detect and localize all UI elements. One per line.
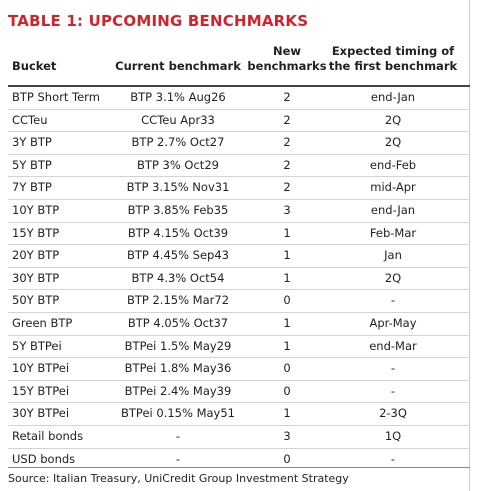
table-cell: 0 [283, 361, 291, 376]
table-cell: 2Q [384, 270, 402, 285]
table-cell: BTP 4.05% Oct37 [127, 316, 229, 330]
table-cell: 0 [283, 293, 291, 308]
source: Source: Italian Treasury, UniCredit Grou… [8, 472, 349, 485]
table-cell: end-Jan [370, 90, 416, 104]
table-cell: BTP 4.3% Oct54 [131, 270, 225, 285]
table-cell: BTP 3.1% Aug26 [130, 90, 226, 104]
table-cell: Apr-May [369, 316, 417, 330]
table-cell: BTP 4.45% Sep43 [126, 248, 229, 263]
table-cell: - [390, 383, 396, 398]
row-rule [8, 131, 470, 133]
table-cell: 1 [283, 225, 291, 240]
table-cell: 2 [283, 112, 291, 127]
table-cell: BTPei 1.8% May36 [124, 361, 232, 376]
table-cell: 5Y BTP [12, 157, 52, 172]
table-cell: CCTeu Apr33 [141, 112, 215, 127]
table-cell: 2 [283, 157, 291, 172]
table-cell: Retail bonds [12, 429, 84, 443]
table-cell: 30Y BTPei [12, 406, 70, 421]
table-cell: - [390, 451, 396, 466]
row-rule [8, 176, 470, 178]
column-header: benchmarks [247, 59, 327, 73]
row-rule [8, 266, 470, 268]
table-cell: 3Y BTP [12, 135, 52, 150]
header-rule [8, 85, 470, 87]
table-cell: BTP 3.15% Nov31 [126, 180, 230, 195]
row-rule [8, 289, 470, 291]
table-cell: 2 [283, 180, 291, 195]
table-cell: end-Mar [369, 338, 417, 353]
border [469, 0, 470, 491]
table-cell: 1 [283, 406, 291, 421]
row-rule [8, 199, 470, 200]
table-title: TABLE 1: UPCOMING BENCHMARKS [8, 12, 309, 30]
row-rule [8, 334, 470, 336]
row-rule [8, 244, 470, 246]
table-cell: 5Y BTPei [12, 338, 62, 353]
table-cell: Feb-Mar [369, 225, 417, 240]
table-cell: 0 [283, 451, 291, 466]
table-cell: BTPei 2.4% May39 [124, 383, 232, 398]
table-cell: mid-Apr [370, 180, 416, 195]
table-cell: 2-3Q [379, 406, 407, 421]
table-cell: - [175, 451, 181, 466]
table-cell: BTP Short Term [12, 90, 100, 104]
table-cell: BTPei 0.15% May51 [121, 406, 235, 421]
row-rule [8, 447, 470, 449]
table-cell: BTPei 1.5% May29 [124, 338, 232, 353]
column-header: New [272, 44, 302, 58]
table-cell: 15Y BTP [12, 225, 60, 240]
column-header: the first benchmark [328, 59, 458, 73]
table-cell: 2Q [384, 135, 402, 150]
table-cell: 10Y BTPei [12, 361, 70, 376]
table-cell: 1 [283, 270, 291, 285]
table-cell: USD bonds [12, 451, 76, 466]
table-cell: Green BTP [12, 316, 73, 330]
row-rule [8, 379, 470, 381]
table-cell: - [175, 429, 181, 443]
row-rule [8, 221, 470, 223]
row-rule [8, 357, 470, 359]
table-cell: BTP 2.15% Mar72 [126, 293, 230, 308]
table-cell: 1 [283, 338, 291, 353]
table-cell: 3 [283, 429, 291, 443]
table-cell: 1 [283, 316, 291, 330]
column-header: Bucket [12, 59, 57, 73]
table-cell: end-Jan [370, 203, 416, 217]
table-cell: 2Q [384, 112, 402, 127]
table-cell: BTP 4.15% Oct39 [127, 225, 229, 240]
table-cell: 15Y BTPei [12, 383, 70, 398]
table-cell: CCTeu [12, 112, 48, 127]
table-cell: 10Y BTP [12, 203, 60, 217]
table-cell: Jan [384, 248, 402, 263]
table-cell: 1Q [384, 429, 402, 443]
column-header: Current benchmark [115, 59, 241, 73]
rule [8, 467, 470, 468]
table-cell: 2 [283, 90, 291, 104]
table-cell: BTP 3% Oct29 [137, 157, 219, 172]
row-rule [8, 425, 470, 426]
table-cell: end-Feb [369, 157, 417, 172]
row-rule [8, 402, 470, 404]
table-cell: - [390, 293, 396, 308]
table-cell: BTP 2.7% Oct27 [131, 135, 225, 150]
table-cell: 0 [283, 383, 291, 398]
table-cell: 2 [283, 135, 291, 150]
column-header: Expected timing of [331, 44, 455, 58]
table-cell: 1 [283, 248, 291, 263]
table-cell: 3 [283, 203, 291, 217]
row-rule [8, 153, 470, 155]
table-cell: 7Y BTP [12, 180, 52, 195]
table-cell: 20Y BTP [12, 248, 60, 263]
row-rule [8, 312, 470, 313]
row-rule [8, 108, 470, 110]
table-cell: 50Y BTP [12, 293, 60, 308]
table-cell: BTP 3.85% Feb35 [127, 203, 229, 217]
table-cell: - [390, 361, 396, 376]
table-cell: 30Y BTP [12, 270, 60, 285]
